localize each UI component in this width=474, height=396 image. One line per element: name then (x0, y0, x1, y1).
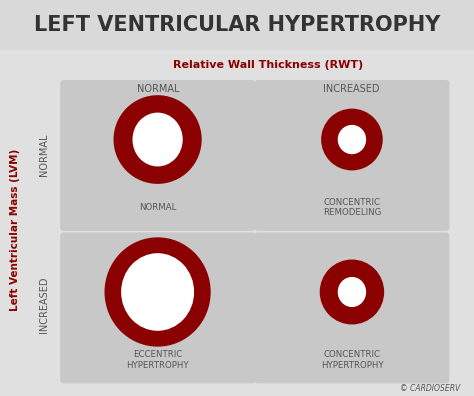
FancyBboxPatch shape (255, 80, 449, 231)
Text: CONCENTRIC
HYPERTROPHY: CONCENTRIC HYPERTROPHY (320, 350, 383, 369)
Text: LEFT VENTRICULAR HYPERTROPHY: LEFT VENTRICULAR HYPERTROPHY (34, 15, 440, 35)
Text: ECCENTRIC
HYPERTROPHY: ECCENTRIC HYPERTROPHY (126, 350, 189, 369)
Ellipse shape (132, 112, 183, 166)
FancyBboxPatch shape (255, 232, 449, 383)
Text: © CARDIOSERV: © CARDIOSERV (400, 384, 460, 393)
Text: Relative Wall Thickness (RWT): Relative Wall Thickness (RWT) (173, 60, 363, 70)
Text: NORMAL: NORMAL (137, 84, 179, 94)
Text: CONCENTRIC
REMODELING: CONCENTRIC REMODELING (323, 198, 381, 217)
Text: INCREASED: INCREASED (38, 277, 49, 333)
Text: NORMAL: NORMAL (139, 203, 176, 212)
Ellipse shape (320, 259, 384, 324)
FancyBboxPatch shape (60, 232, 255, 383)
Ellipse shape (321, 109, 383, 170)
FancyBboxPatch shape (60, 80, 255, 231)
Ellipse shape (121, 253, 194, 331)
Ellipse shape (114, 95, 202, 184)
Text: Left Ventricular Mass (LVM): Left Ventricular Mass (LVM) (10, 148, 20, 311)
Text: INCREASED: INCREASED (323, 84, 380, 94)
FancyBboxPatch shape (0, 0, 474, 50)
Ellipse shape (337, 125, 366, 154)
Text: NORMAL: NORMAL (38, 133, 49, 176)
Ellipse shape (105, 237, 210, 346)
Ellipse shape (337, 277, 366, 307)
